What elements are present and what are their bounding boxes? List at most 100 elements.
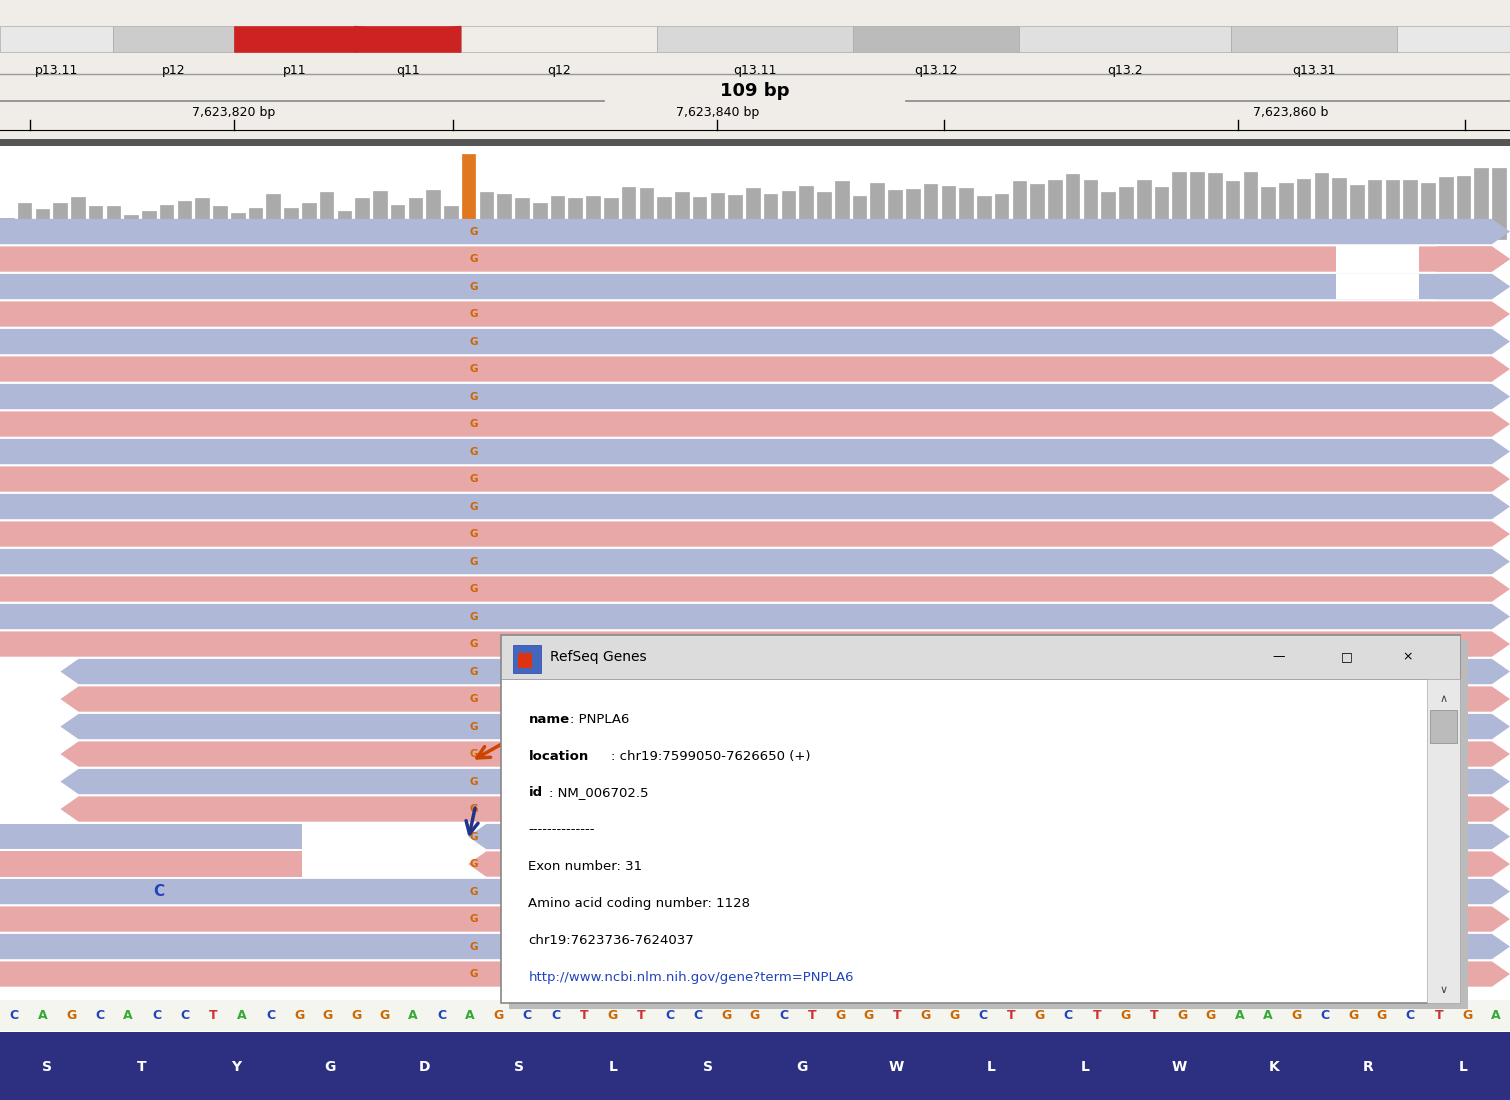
Text: A: A [38, 1009, 47, 1022]
Bar [657, 197, 672, 240]
Text: T: T [808, 1009, 817, 1022]
Bar [1066, 174, 1081, 240]
Polygon shape [0, 521, 1510, 547]
Bar [1430, 710, 1457, 742]
Text: p12: p12 [162, 64, 186, 77]
Text: R: R [1364, 1060, 1374, 1075]
Bar [1457, 176, 1471, 240]
Text: —: — [1273, 650, 1285, 663]
Text: G: G [864, 1009, 874, 1022]
Text: : chr19:7599050-7626650 (+): : chr19:7599050-7626650 (+) [610, 749, 811, 762]
Bar [501, 635, 1460, 1003]
Text: q13.2: q13.2 [1107, 64, 1143, 77]
Bar [1137, 180, 1152, 240]
Text: G: G [350, 1009, 361, 1022]
Bar [1492, 167, 1507, 240]
Text: A: A [1490, 1009, 1501, 1022]
Polygon shape [0, 549, 1510, 574]
Bar [461, 26, 657, 52]
Polygon shape [0, 219, 1510, 244]
Text: C: C [436, 1009, 445, 1022]
Text: G: G [470, 529, 479, 539]
Bar [817, 191, 832, 240]
Bar [36, 209, 50, 240]
Text: T: T [1007, 1009, 1016, 1022]
Text: C: C [779, 1009, 788, 1022]
Bar [1190, 172, 1205, 240]
Text: T: T [637, 1009, 645, 1022]
Text: C: C [522, 1009, 532, 1022]
Text: G: G [470, 832, 479, 842]
Bar [497, 194, 512, 240]
Bar [320, 192, 334, 240]
Bar [1231, 26, 1397, 52]
Bar [657, 26, 853, 52]
Bar [480, 192, 494, 240]
Text: G: G [494, 1009, 504, 1022]
Bar [1208, 173, 1223, 240]
Text: G: G [470, 612, 479, 621]
Text: location: location [528, 749, 589, 762]
Bar [746, 188, 761, 240]
Bar [426, 190, 441, 240]
Polygon shape [0, 384, 1510, 409]
Text: G: G [470, 694, 479, 704]
Text: G: G [796, 1060, 808, 1075]
Polygon shape [468, 851, 1510, 877]
Polygon shape [0, 356, 1510, 382]
Text: A: A [237, 1009, 248, 1022]
Bar [113, 26, 234, 52]
Bar [178, 201, 192, 240]
Text: 7,623,860 b: 7,623,860 b [1253, 106, 1329, 119]
Text: T: T [210, 1009, 217, 1022]
Bar [1386, 180, 1400, 240]
Text: G: G [470, 419, 479, 429]
Text: G: G [470, 639, 479, 649]
Text: q13.11: q13.11 [734, 64, 776, 77]
Bar [906, 189, 921, 240]
Text: q13.12: q13.12 [915, 64, 957, 77]
Bar [0, 26, 113, 52]
Bar [853, 196, 867, 240]
Text: G: G [470, 804, 479, 814]
Text: G: G [470, 859, 479, 869]
Text: q11: q11 [396, 64, 420, 77]
Bar [1474, 168, 1489, 240]
Polygon shape [60, 686, 1510, 712]
Bar [728, 195, 743, 240]
Bar [1244, 173, 1258, 240]
Bar [888, 189, 903, 240]
Polygon shape [60, 714, 1510, 739]
Text: L: L [1459, 1060, 1468, 1075]
Text: G: G [325, 1060, 337, 1075]
Bar [355, 198, 370, 240]
Text: ∧: ∧ [1439, 693, 1448, 704]
Bar [444, 207, 459, 240]
Text: G: G [470, 309, 479, 319]
Text: G: G [470, 364, 479, 374]
Text: G: G [722, 1009, 732, 1022]
Bar [764, 194, 779, 240]
Bar [338, 211, 352, 240]
Text: C: C [153, 884, 165, 899]
Text: C: C [9, 1009, 18, 1022]
Text: G: G [950, 1009, 959, 1022]
Text: D: D [418, 1060, 430, 1075]
Text: --------------: -------------- [528, 824, 595, 836]
Text: G: G [66, 1009, 77, 1022]
Text: G: G [470, 392, 479, 402]
Polygon shape [1419, 274, 1510, 299]
Text: 7,623,840 bp: 7,623,840 bp [675, 106, 760, 119]
Text: G: G [1348, 1009, 1359, 1022]
Bar [1279, 183, 1294, 240]
Text: G: G [1205, 1009, 1216, 1022]
Bar [533, 202, 548, 240]
Polygon shape [0, 604, 1510, 629]
Bar [0, 218, 15, 240]
Bar [53, 204, 68, 240]
Text: G: G [294, 1009, 305, 1022]
Polygon shape [355, 26, 461, 52]
Text: T: T [1149, 1009, 1158, 1022]
Text: G: G [379, 1009, 390, 1022]
Text: L: L [1081, 1060, 1090, 1075]
